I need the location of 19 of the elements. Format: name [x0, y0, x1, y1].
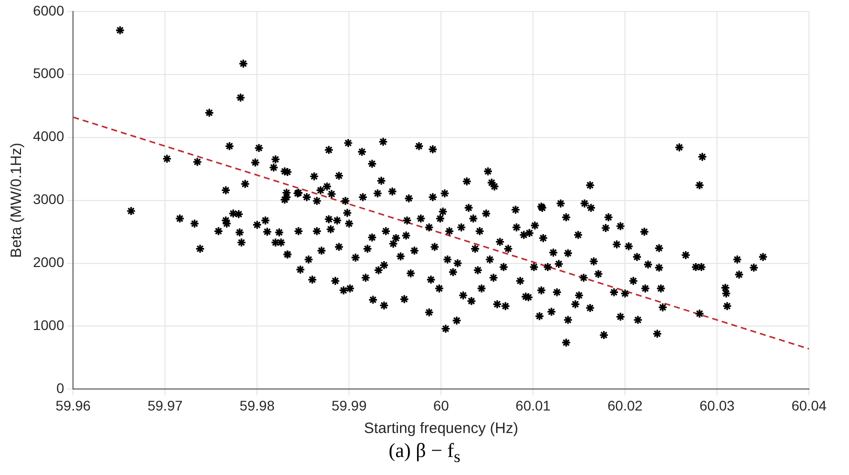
x-tick-label: 60.04	[791, 397, 827, 414]
text: (a) β − f$_{s}$	[388, 440, 462, 467]
x-tick-label: 60	[433, 397, 450, 414]
x-axis-title: Starting frequency (Hz)	[364, 420, 518, 438]
x-tick-label: 60.02	[608, 397, 643, 414]
x-tick-label: 59.96	[56, 397, 91, 414]
x-tick-label: 60.03	[699, 397, 735, 414]
x-tick-label: 59.98	[240, 397, 275, 414]
y-tick-label: 3000	[32, 191, 64, 208]
y-tick-label: 1000	[32, 317, 64, 334]
y-tick-label: 4000	[32, 128, 64, 144]
y-axis-title: Beta (MW/0.1Hz)	[8, 142, 26, 258]
y-tick-label: 5000	[32, 65, 64, 82]
y-tick-label: 0	[56, 380, 64, 396]
y-tick-label: 2000	[32, 254, 64, 270]
x-tick-label: 59.99	[332, 397, 367, 414]
x-tick-label: 59.97	[148, 397, 183, 414]
x-tick-label: 60.01	[516, 397, 551, 414]
y-tick-label: 6000	[32, 2, 64, 18]
